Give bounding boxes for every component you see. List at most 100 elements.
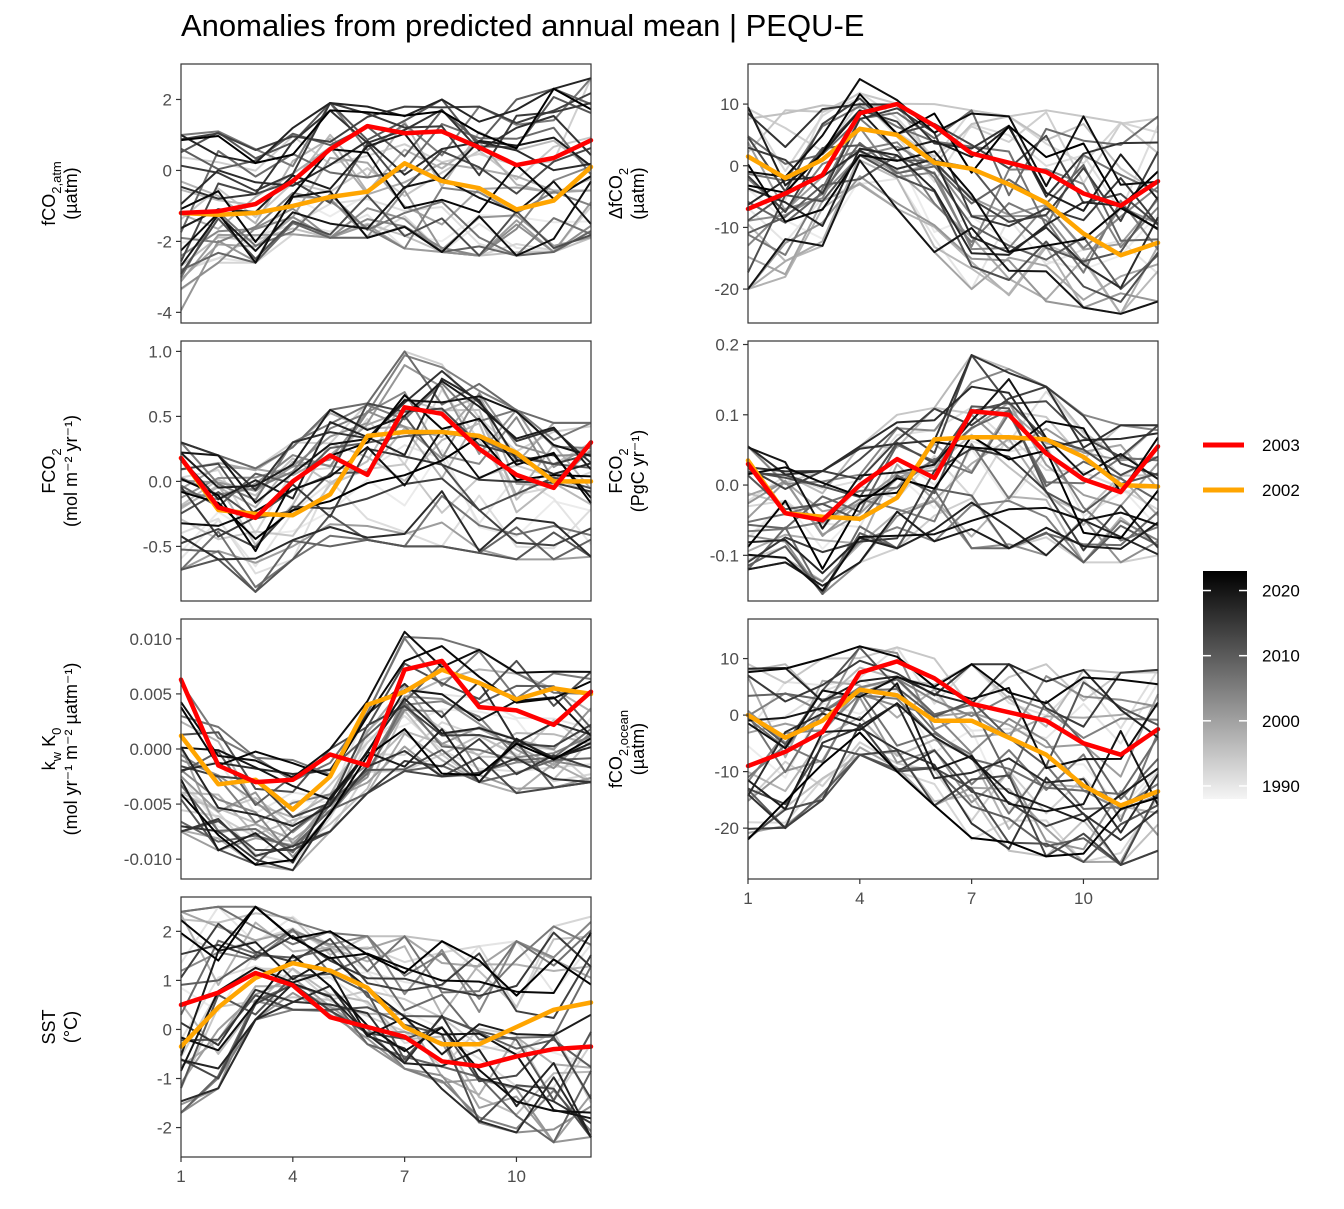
series-line-2009 [180,984,592,1144]
background-year-lines [180,630,592,872]
panel-kw-k0: -0.010 -0.005 0.000 0.005 0.010 kw K0(mol yr⁻… [39,618,594,880]
series-line-2001 [180,745,592,852]
series-line-2006 [747,693,1159,823]
series-line-1993 [747,753,1159,863]
series-line-1991 [180,905,592,994]
series-line-2002 [178,161,594,218]
series-line-2018 [180,77,592,165]
series-line-2014 [180,477,592,549]
chart-title: Anomalies from predicted annual mean | P… [181,8,865,43]
series-line-2015 [747,107,1159,228]
series-line-2020 [747,682,1159,813]
series-line-1998 [180,137,592,225]
y-tick-label: 0.1 [715,406,739,425]
series-line-1993 [747,91,1159,173]
y-tick-label: -0.1 [710,546,739,565]
background-year-lines [180,77,592,311]
series-line-2012 [180,194,592,275]
series-line-2023 [180,728,592,866]
series-line-2017 [180,490,592,561]
series-line-2002 [745,687,1161,808]
y-tick-label: -2 [157,1119,172,1138]
x-tick-label: 7 [400,1167,409,1186]
series-line-2023 [747,731,1159,858]
y-tick-label: -10 [714,218,739,237]
series-line-2014 [747,385,1159,490]
series-line-2007 [180,193,592,278]
y-axis-label-name: FCO2 [606,448,631,493]
background-year-lines [180,905,592,1144]
y-tick-label: 0 [730,157,739,176]
series-line-2017 [180,984,592,1138]
x-tick-label: 10 [507,1167,526,1186]
panel-frame [180,896,592,1158]
series-line-1998 [180,415,592,509]
y-tick-label: -10 [714,763,739,782]
series-line-1996 [747,751,1159,865]
colorbar-label-1990: 1990 [1262,777,1300,796]
y-tick-label: -0.5 [143,537,172,556]
x-tick-label: 4 [855,889,864,908]
series-line-1997 [180,730,592,836]
y-axis-label-name: SST [39,1009,59,1044]
y-tick-label: -20 [714,280,739,299]
y-tick-label: -2 [157,232,172,251]
series-line-2014 [180,922,592,1019]
y-axis-label: kw K0(mol yr⁻¹ m⁻² µatm⁻¹) [39,663,81,836]
series-line-2002 [747,175,1159,309]
series-line-2019 [180,380,592,489]
y-tick-label: 0.5 [148,407,172,426]
colorbar-label-2020: 2020 [1262,582,1300,601]
series-line-2007 [180,905,592,994]
series-line-2015 [747,447,1159,563]
panel-frame [180,63,592,324]
y-axis-label: fCO2,atm(µatm) [39,161,81,226]
series-line-2011 [180,513,592,593]
panels: -4-202fCO2,atm(µatm)-20-10010ΔfCO2(µatm)… [39,63,1161,1186]
series-line-2003 [178,405,594,521]
series-line-2012 [747,154,1159,303]
y-axis-label-name: fCO2,ocean [606,710,631,788]
panel-fco2-atm: -4 -2 0 2 fCO2,atm(µatm) [39,63,594,324]
panel-frame [747,618,1159,880]
series-line-1997 [180,422,592,546]
series-line-2021 [180,180,592,264]
y-tick-label: 0 [163,161,172,180]
series-line-2020 [180,966,592,1120]
series-line-2023 [180,905,592,997]
series-line-2011 [747,405,1159,522]
y-axis-label-unit: (µatm) [628,167,648,219]
y-tick-label: -0.010 [124,850,172,869]
y-tick-label: 1.0 [148,342,172,361]
series-line-2006 [180,382,592,501]
y-axis-label: FCO2(mol m⁻² yr⁻¹) [39,415,81,527]
series-line-2015 [747,659,1159,728]
series-line-2006 [747,443,1159,542]
y-axis-label-unit: (PgC yr⁻¹) [628,430,648,513]
series-line-2003 [178,123,594,216]
y-axis-label: FCO2(PgC yr⁻¹) [606,430,648,513]
series-line-2022 [747,645,1159,705]
panel-fco2-ocean: -20 -10 0 10 1 4 7 10 fCO2,ocean(µatm) [606,618,1161,908]
y-tick-label: 2 [163,90,172,109]
series-line-2022 [180,394,592,553]
series-line-2015 [180,931,592,997]
panel-frame [747,63,1159,324]
series-line-2015 [180,738,592,857]
x-tick-label: 4 [288,1167,297,1186]
series-line-2002 [745,435,1161,522]
series-line-2012 [747,753,1159,863]
series-line-2008 [180,350,591,470]
series-line-2023 [180,87,592,164]
panel-frame [747,340,1159,602]
series-line-2021 [180,954,592,1114]
series-line-2012 [180,994,592,1139]
background-year-lines [747,645,1159,866]
series-line-2017 [180,140,592,205]
y-tick-label: 0.0 [715,476,739,495]
y-axis-label-unit: (°C) [61,1011,81,1043]
series-line-1993 [180,206,592,291]
y-axis-label-name: kw K0 [39,728,64,771]
background-year-lines [747,354,1159,595]
series-line-2021 [180,630,592,779]
